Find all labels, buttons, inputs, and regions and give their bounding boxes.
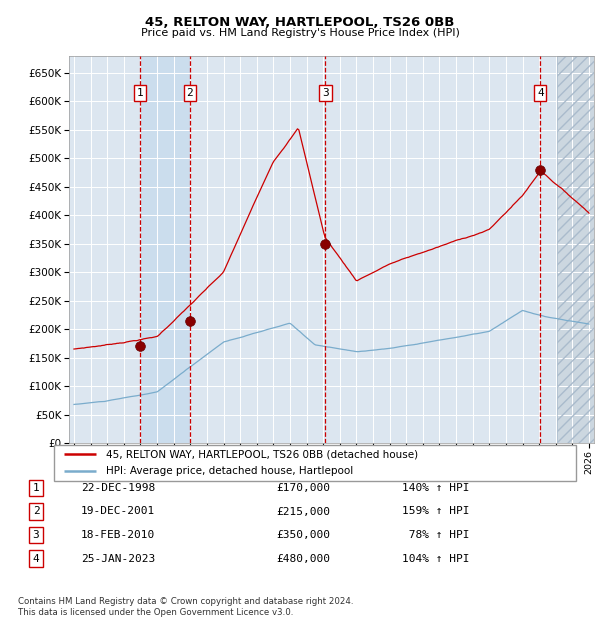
Text: 22-DEC-1998: 22-DEC-1998 [81,483,155,493]
Text: 2: 2 [187,88,193,98]
Text: 159% ↑ HPI: 159% ↑ HPI [402,507,470,516]
Text: £480,000: £480,000 [276,554,330,564]
Text: £350,000: £350,000 [276,530,330,540]
Text: 78% ↑ HPI: 78% ↑ HPI [402,530,470,540]
Text: 3: 3 [32,530,40,540]
Text: 4: 4 [537,88,544,98]
Text: 1: 1 [32,483,40,493]
Text: 4: 4 [32,554,40,564]
Text: 2: 2 [32,507,40,516]
FancyBboxPatch shape [54,445,576,480]
Text: 3: 3 [322,88,329,98]
Text: 18-FEB-2010: 18-FEB-2010 [81,530,155,540]
Text: £215,000: £215,000 [276,507,330,516]
Text: Price paid vs. HM Land Registry's House Price Index (HPI): Price paid vs. HM Land Registry's House … [140,28,460,38]
Text: 1: 1 [137,88,143,98]
Text: Contains HM Land Registry data © Crown copyright and database right 2024.
This d: Contains HM Land Registry data © Crown c… [18,598,353,617]
Text: 104% ↑ HPI: 104% ↑ HPI [402,554,470,564]
Bar [557,56,594,443]
Text: 19-DEC-2001: 19-DEC-2001 [81,507,155,516]
Bar [557,56,594,443]
Text: 45, RELTON WAY, HARTLEPOOL, TS26 0BB: 45, RELTON WAY, HARTLEPOOL, TS26 0BB [145,16,455,29]
Text: HPI: Average price, detached house, Hartlepool: HPI: Average price, detached house, Hart… [106,466,353,476]
Text: 140% ↑ HPI: 140% ↑ HPI [402,483,470,493]
Text: 45, RELTON WAY, HARTLEPOOL, TS26 0BB (detached house): 45, RELTON WAY, HARTLEPOOL, TS26 0BB (de… [106,450,418,459]
Bar [140,56,190,443]
Text: 25-JAN-2023: 25-JAN-2023 [81,554,155,564]
Text: £170,000: £170,000 [276,483,330,493]
